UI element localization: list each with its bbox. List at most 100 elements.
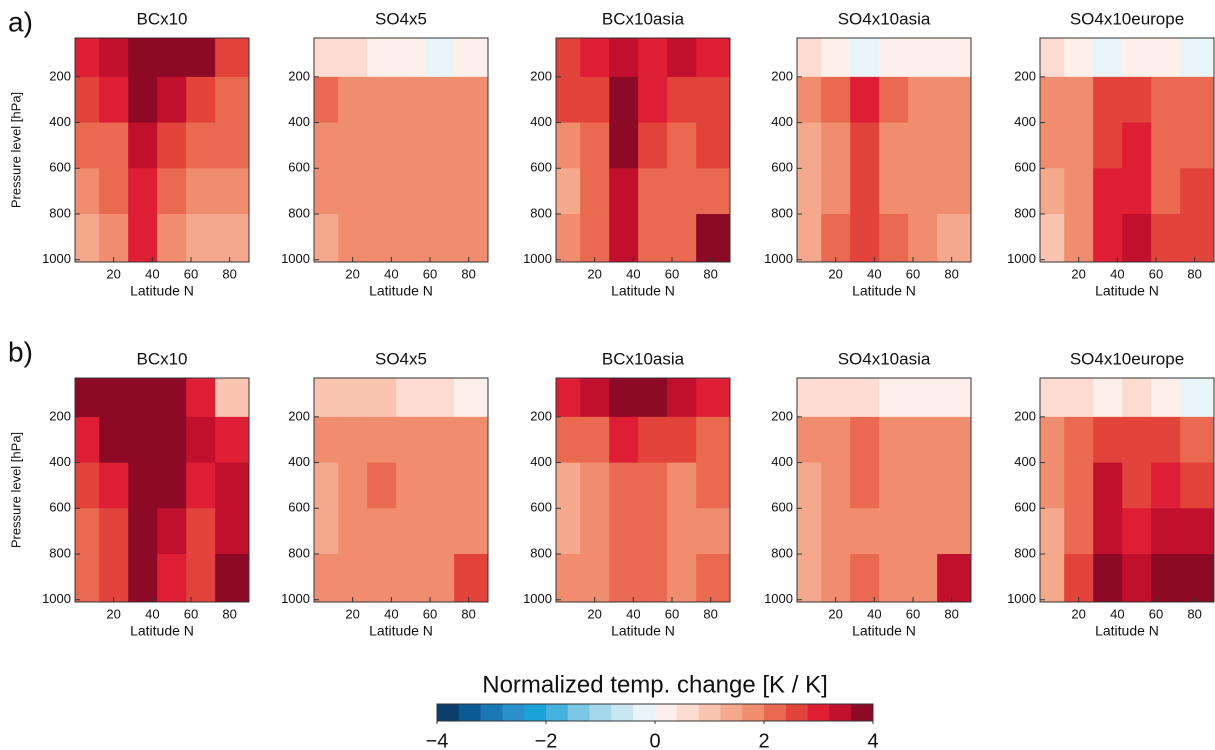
- cell: [821, 378, 851, 418]
- cell: [215, 76, 250, 124]
- y-tick-label: 1000: [523, 251, 552, 266]
- cell: [396, 168, 426, 215]
- y-tick-label: 600: [288, 500, 310, 515]
- cell: [186, 378, 216, 418]
- y-tick-label: 600: [49, 500, 71, 515]
- x-tick-label: 20: [587, 266, 601, 281]
- cell: [215, 416, 250, 464]
- cell: [667, 554, 697, 603]
- panel-title: SO4x10europe: [1070, 9, 1184, 28]
- cell: [128, 214, 158, 263]
- cell: [850, 462, 880, 509]
- cell: [1180, 378, 1215, 418]
- cell: [314, 378, 339, 418]
- y-tick-label: 1000: [764, 251, 793, 266]
- x-tick-label: 20: [345, 606, 359, 621]
- cell: [338, 38, 368, 78]
- cell: [937, 416, 972, 464]
- panel-title: BCx10: [136, 9, 187, 28]
- cell: [1180, 416, 1215, 464]
- cell: [696, 122, 731, 169]
- x-tick-label: 80: [703, 606, 717, 621]
- cell: [1122, 122, 1152, 169]
- y-tick-label: 600: [771, 500, 793, 515]
- cell: [338, 554, 368, 603]
- frame: [74, 37, 250, 263]
- cell: [1093, 462, 1123, 509]
- frame: [1039, 377, 1215, 603]
- cell: [937, 554, 972, 603]
- cell: [580, 416, 610, 464]
- cell: [556, 554, 581, 603]
- cell: [850, 554, 880, 603]
- x-axis-label: Latitude N: [611, 283, 675, 299]
- cell: [215, 462, 250, 509]
- cell: [1180, 462, 1215, 509]
- colorbar-swatch: [807, 704, 830, 721]
- cell: [696, 554, 731, 603]
- cell: [314, 38, 339, 78]
- cell: [667, 76, 697, 124]
- cell: [696, 214, 731, 263]
- y-tick-label: 1000: [42, 591, 71, 606]
- cell: [454, 378, 489, 418]
- x-tick-label: 80: [944, 606, 958, 621]
- cell: [367, 168, 397, 215]
- cell: [425, 462, 455, 509]
- cell: [1180, 508, 1215, 555]
- cell: [1151, 122, 1181, 169]
- cell: [1040, 214, 1065, 263]
- cell: [186, 76, 216, 124]
- cell: [879, 168, 909, 215]
- x-tick-label: 80: [461, 606, 475, 621]
- colorbar-swatch: [611, 704, 634, 721]
- colorbar-swatch: [698, 704, 721, 721]
- cell: [609, 416, 639, 464]
- x-axis-label: Latitude N: [130, 623, 194, 639]
- cell: [556, 214, 581, 263]
- colorbar-swatch: [502, 704, 525, 721]
- cell: [638, 76, 668, 124]
- cell: [75, 378, 100, 418]
- cell: [367, 554, 397, 603]
- y-tick-label: 800: [771, 205, 793, 220]
- cell: [638, 462, 668, 509]
- cell: [215, 508, 250, 555]
- cell: [937, 508, 972, 555]
- cell: [157, 554, 187, 603]
- y-tick-label: 1000: [281, 591, 310, 606]
- cell: [1180, 168, 1215, 215]
- x-tick-label: 80: [1187, 266, 1201, 281]
- cell: [338, 416, 368, 464]
- cell: [425, 76, 455, 124]
- y-tick-label: 400: [288, 114, 310, 129]
- cell: [157, 214, 187, 263]
- y-tick-label: 200: [530, 68, 552, 83]
- y-tick-label: 400: [771, 454, 793, 469]
- cell: [186, 508, 216, 555]
- cell: [1040, 122, 1065, 169]
- cell: [215, 554, 250, 603]
- cell: [879, 38, 909, 78]
- cell: [1064, 76, 1094, 124]
- frame: [313, 37, 489, 263]
- cell: [157, 76, 187, 124]
- cell: [454, 462, 489, 509]
- y-tick-label: 600: [530, 500, 552, 515]
- cell: [609, 378, 639, 418]
- cell: [1040, 462, 1065, 509]
- cell: [580, 462, 610, 509]
- cell: [215, 122, 250, 169]
- x-axis-label: Latitude N: [1095, 283, 1159, 299]
- cell: [1093, 122, 1123, 169]
- panel-title: SO4x10asia: [838, 9, 931, 28]
- cell: [879, 76, 909, 124]
- cell: [696, 378, 731, 418]
- cell: [454, 38, 489, 78]
- cell: [797, 38, 822, 78]
- cell: [1064, 122, 1094, 169]
- cell: [454, 168, 489, 215]
- frame: [1039, 37, 1215, 263]
- cell: [454, 122, 489, 169]
- x-tick-label: 60: [423, 266, 437, 281]
